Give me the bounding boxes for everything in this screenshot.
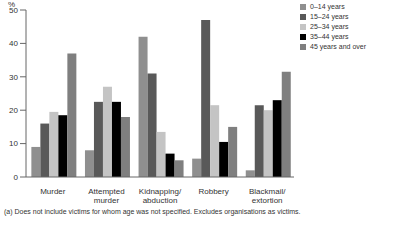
html-text:(a) Does not include victims f: (a) Does not include victims for whom ag… bbox=[4, 208, 301, 215]
svg-text:Blackmail/extortion: Blackmail/extortion bbox=[249, 187, 286, 205]
html-text:45 years and over: 45 years and over bbox=[310, 43, 366, 50]
svg-text:Murder: Murder bbox=[40, 187, 66, 196]
svg-text:50: 50 bbox=[9, 6, 18, 15]
svg-text:Attemptedmurder: Attemptedmurder bbox=[88, 187, 124, 205]
svg-text:20: 20 bbox=[9, 106, 18, 115]
html-text:15–24 years: 15–24 years bbox=[310, 13, 349, 20]
svg-text:30: 30 bbox=[9, 73, 18, 82]
svg-text:Robbery: Robbery bbox=[198, 187, 228, 196]
svg-text:Kidnapping/abduction: Kidnapping/abduction bbox=[139, 187, 182, 205]
svg-text:40: 40 bbox=[9, 39, 18, 48]
html-text:25–34 years: 25–34 years bbox=[310, 23, 349, 30]
html-text:0–14 years: 0–14 years bbox=[310, 3, 345, 10]
svg-text:10: 10 bbox=[9, 139, 18, 148]
html-text:35–44 years: 35–44 years bbox=[310, 33, 349, 40]
svg-text:0: 0 bbox=[14, 173, 19, 182]
